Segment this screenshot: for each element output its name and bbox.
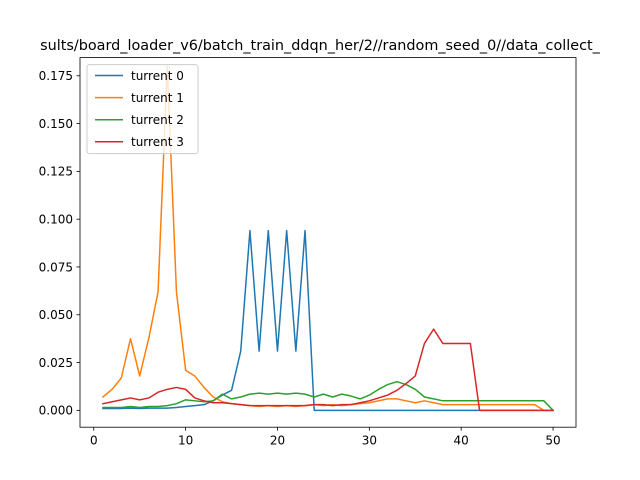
legend-label: turrent 2 bbox=[131, 113, 184, 127]
y-tick-label: 0.025 bbox=[39, 356, 73, 370]
y-tick-label: 0.100 bbox=[39, 212, 73, 226]
x-axis-ticks: 0 10 20 30 40 50 bbox=[90, 427, 561, 448]
chart-title: sults/board_loader_v6/batch_train_ddqn_h… bbox=[40, 38, 601, 54]
legend: turrent 0 turrent 1 turrent 2 turrent 3 bbox=[86, 64, 199, 155]
x-tick-label: 20 bbox=[270, 434, 285, 448]
y-tick-label: 0.050 bbox=[39, 308, 73, 322]
y-tick-label: 0.125 bbox=[39, 165, 73, 179]
x-tick-label: 30 bbox=[362, 434, 377, 448]
y-tick-label: 0.075 bbox=[39, 260, 73, 274]
x-tick-label: 40 bbox=[454, 434, 469, 448]
y-tick-label: 0.150 bbox=[39, 117, 73, 131]
legend-box bbox=[86, 64, 199, 155]
legend-label: turrent 3 bbox=[131, 135, 184, 149]
legend-label: turrent 1 bbox=[131, 91, 184, 105]
series-line-3 bbox=[102, 328, 554, 412]
x-tick-label: 50 bbox=[545, 434, 560, 448]
series-lines bbox=[101, 65, 555, 412]
series-line-0 bbox=[102, 229, 554, 412]
y-axis-ticks: 0.000 0.025 0.050 0.075 0.100 0.125 0.150 0.175 bbox=[39, 69, 80, 418]
plot-frame bbox=[79, 57, 577, 428]
legend-label: turrent 0 bbox=[131, 69, 184, 83]
y-tick-label: 0.000 bbox=[39, 404, 73, 418]
y-tick-label: 0.175 bbox=[39, 69, 73, 83]
x-tick-label: 10 bbox=[178, 434, 193, 448]
x-tick-label: 0 bbox=[90, 434, 98, 448]
